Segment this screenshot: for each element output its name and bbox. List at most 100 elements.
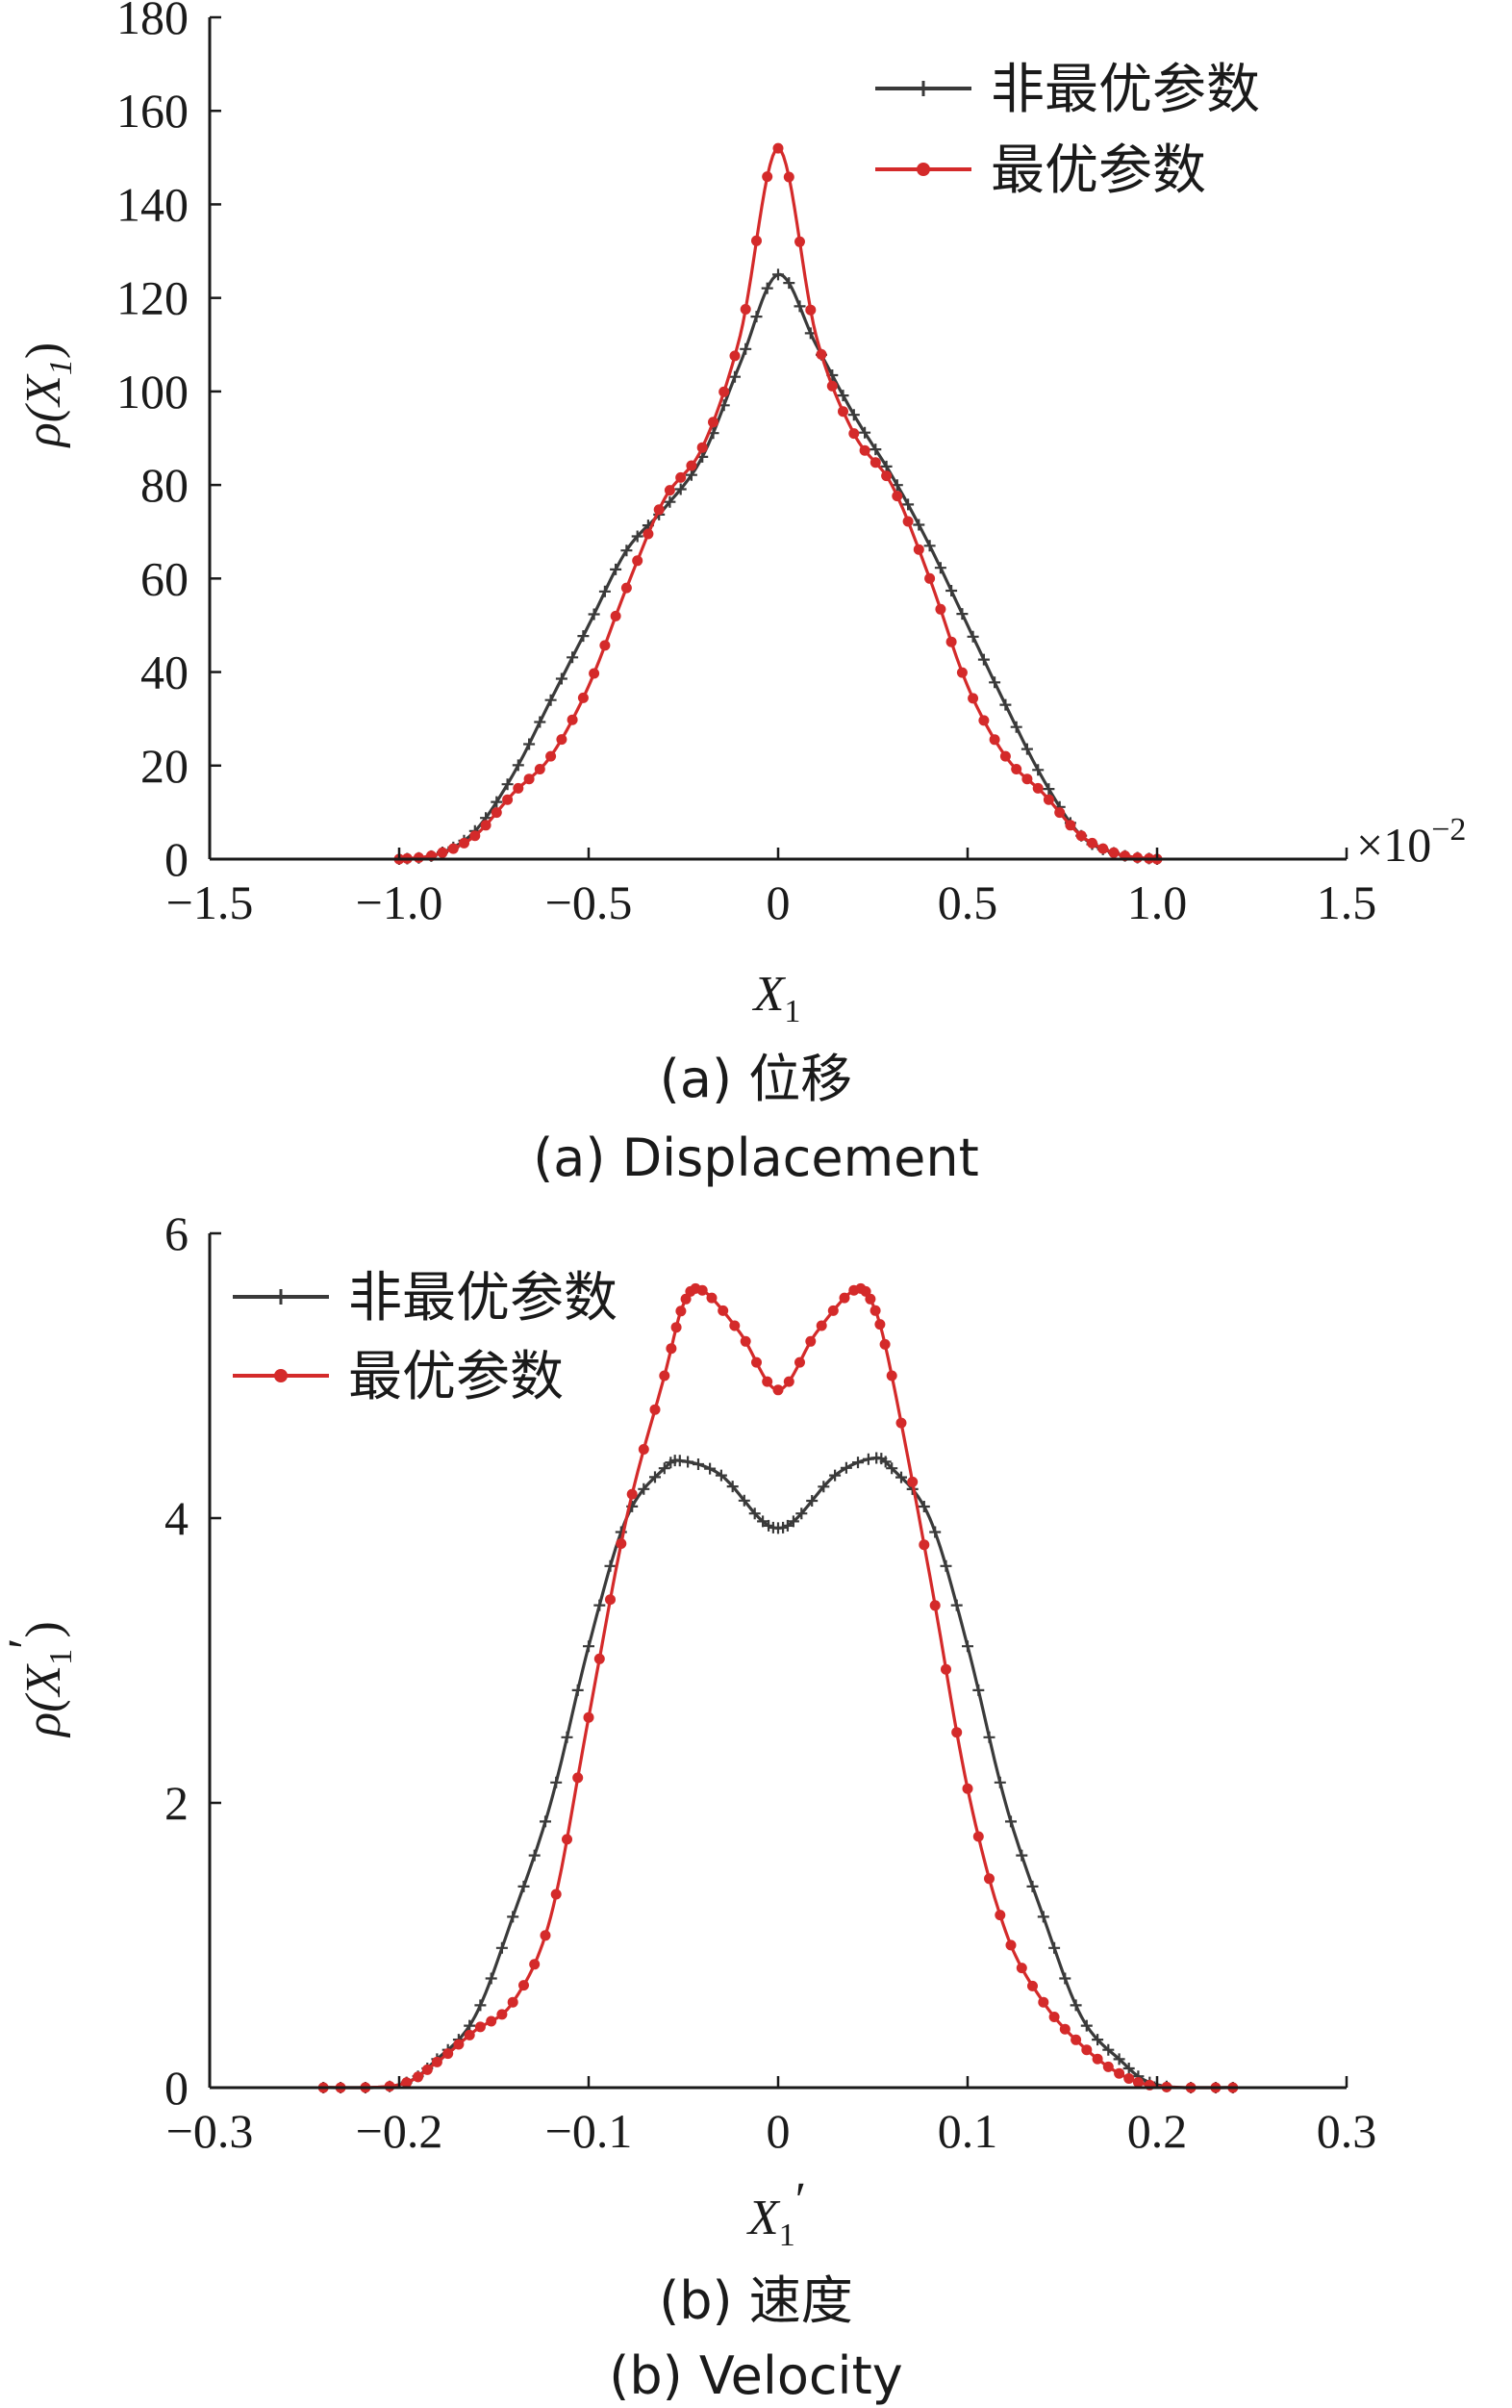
series-marker-nonoptimal xyxy=(940,1559,952,1572)
series-marker-nonoptimal xyxy=(729,370,741,383)
series-marker-nonoptimal xyxy=(501,778,514,791)
panel-b-caption-en: (b) Velocity xyxy=(609,2345,902,2406)
series-marker-nonoptimal xyxy=(847,409,860,421)
series-marker-optimal xyxy=(1054,807,1066,819)
series-marker-optimal xyxy=(729,1320,741,1331)
series-marker-nonoptimal xyxy=(1010,721,1022,733)
series-marker-optimal xyxy=(638,1444,649,1455)
panel-a-y-label-main: ρ(X xyxy=(16,373,71,448)
series-marker-nonoptimal xyxy=(1043,783,1055,796)
series-marker-optimal xyxy=(421,2064,433,2075)
series-marker-nonoptimal xyxy=(840,1461,852,1474)
series-marker-optimal xyxy=(447,843,459,854)
panel-a-legend: 非最优参数 最优参数 xyxy=(875,59,1260,202)
panel-a-displacement: −1.5 −1.0 −0.5 0 0.5 1.0 1.5 0 20 40 60 80 100 120 140… xyxy=(16,0,1466,1188)
series-marker-nonoptimal xyxy=(983,1731,995,1743)
series-marker-optimal xyxy=(1038,1996,1049,2008)
panel-b-y-label-close: ) xyxy=(16,1621,71,1637)
panel-b-x-axis-label: X1′ xyxy=(746,2173,806,2253)
series-marker-optimal xyxy=(860,1285,871,1297)
series-marker-nonoptimal xyxy=(1092,2034,1104,2046)
series-marker-optimal xyxy=(1102,2061,1114,2072)
series-marker-nonoptimal xyxy=(495,1941,508,1954)
series-marker-optimal xyxy=(534,764,545,774)
series-line-nonoptimal xyxy=(398,272,1158,861)
y-tick-label: 0 xyxy=(164,2061,189,2115)
panel-b-y-label-sub: 1 xyxy=(43,1649,79,1665)
series-marker-optimal xyxy=(859,444,870,456)
panel-a-caption-en: (a) Displacement xyxy=(533,1128,979,1188)
series-marker-optimal xyxy=(626,1488,638,1500)
series-marker-optimal xyxy=(751,235,762,246)
series-marker-optimal xyxy=(839,1292,850,1304)
series-marker-optimal xyxy=(632,555,643,567)
series-marker-optimal xyxy=(480,820,491,831)
series-marker-nonoptimal xyxy=(852,1457,864,1469)
series-marker-optimal xyxy=(1132,2077,1144,2088)
series-marker-nonoptimal xyxy=(895,1471,907,1483)
series-marker-optimal xyxy=(718,1305,729,1316)
series-marker-optimal xyxy=(1027,1980,1038,1991)
y-tick-label: 120 xyxy=(116,271,189,325)
panel-a-legend-marker-nonoptimal xyxy=(916,81,931,96)
series-marker-nonoptimal xyxy=(818,1481,830,1493)
series-marker-optimal xyxy=(772,142,784,154)
series-marker-nonoptimal xyxy=(664,495,676,508)
series-marker-optimal xyxy=(962,1783,973,1794)
panel-a-y-label-close: ) xyxy=(16,342,71,359)
series-marker-nonoptimal xyxy=(748,1508,761,1520)
series-marker-optimal xyxy=(951,1727,963,1738)
series-marker-optimal xyxy=(550,1888,562,1900)
series-marker-nonoptimal xyxy=(1070,1999,1082,2012)
series-marker-optimal xyxy=(583,1711,594,1723)
series-marker-optimal xyxy=(865,1293,876,1305)
series-marker-optimal xyxy=(924,572,936,584)
y-tick-label: 180 xyxy=(116,0,189,44)
y-tick-label: 160 xyxy=(116,84,189,138)
series-marker-optimal xyxy=(675,1305,687,1317)
series-marker-nonoptimal xyxy=(491,796,503,808)
series-marker-optimal xyxy=(881,470,893,482)
y-tick-label: 60 xyxy=(140,551,189,605)
series-marker-nonoptimal xyxy=(956,608,969,621)
series-marker-optimal xyxy=(886,1370,897,1381)
series-marker-optimal xyxy=(1071,2034,1082,2045)
series-marker-optimal xyxy=(686,460,697,471)
series-marker-optimal xyxy=(620,582,632,594)
series-marker-nonoptimal xyxy=(561,1731,573,1743)
panel-b-x-label-main: X xyxy=(746,2191,781,2245)
series-marker-optimal xyxy=(816,1320,827,1331)
series-marker-nonoptimal xyxy=(738,1494,750,1507)
series-marker-optimal xyxy=(999,750,1011,762)
x-tick-label: 1.5 xyxy=(1317,875,1377,929)
series-marker-optimal xyxy=(1123,2073,1135,2084)
series-marker-optimal xyxy=(491,807,502,819)
panel-b-legend-label-optimal: 最优参数 xyxy=(348,1346,564,1408)
panel-a-x-multiplier-exp: −2 xyxy=(1431,812,1466,848)
series-marker-optimal xyxy=(1059,2023,1071,2035)
series-marker-nonoptimal xyxy=(923,540,936,552)
series-marker-optimal xyxy=(605,1594,616,1606)
series-marker-optimal xyxy=(680,1293,692,1305)
panel-a-x-multiplier-base: ×10 xyxy=(1356,818,1431,872)
panel-a-caption-cn: (a) 位移 xyxy=(660,1049,852,1109)
series-marker-nonoptimal xyxy=(886,1462,898,1475)
y-tick-label: 20 xyxy=(140,739,189,793)
series-marker-nonoptimal xyxy=(1021,743,1033,755)
series-marker-nonoptimal xyxy=(967,630,979,643)
series-marker-optimal xyxy=(826,380,838,392)
series-marker-optimal xyxy=(708,417,718,428)
series-marker-optimal xyxy=(413,2071,424,2083)
panel-a-y-label-sub: 1 xyxy=(43,359,79,375)
series-marker-nonoptimal xyxy=(837,390,849,402)
series-marker-nonoptimal xyxy=(945,585,958,596)
series-marker-optimal xyxy=(794,1356,805,1368)
series-line-optimal xyxy=(398,146,1158,861)
series-marker-optimal xyxy=(718,386,730,397)
series-marker-optimal xyxy=(675,471,687,483)
series-marker-optimal xyxy=(762,1376,773,1387)
series-marker-optimal xyxy=(469,830,481,842)
panel-b-x-label-prime: ′ xyxy=(795,2173,806,2228)
series-marker-optimal xyxy=(437,847,448,858)
y-tick-label: 2 xyxy=(164,1776,189,1830)
